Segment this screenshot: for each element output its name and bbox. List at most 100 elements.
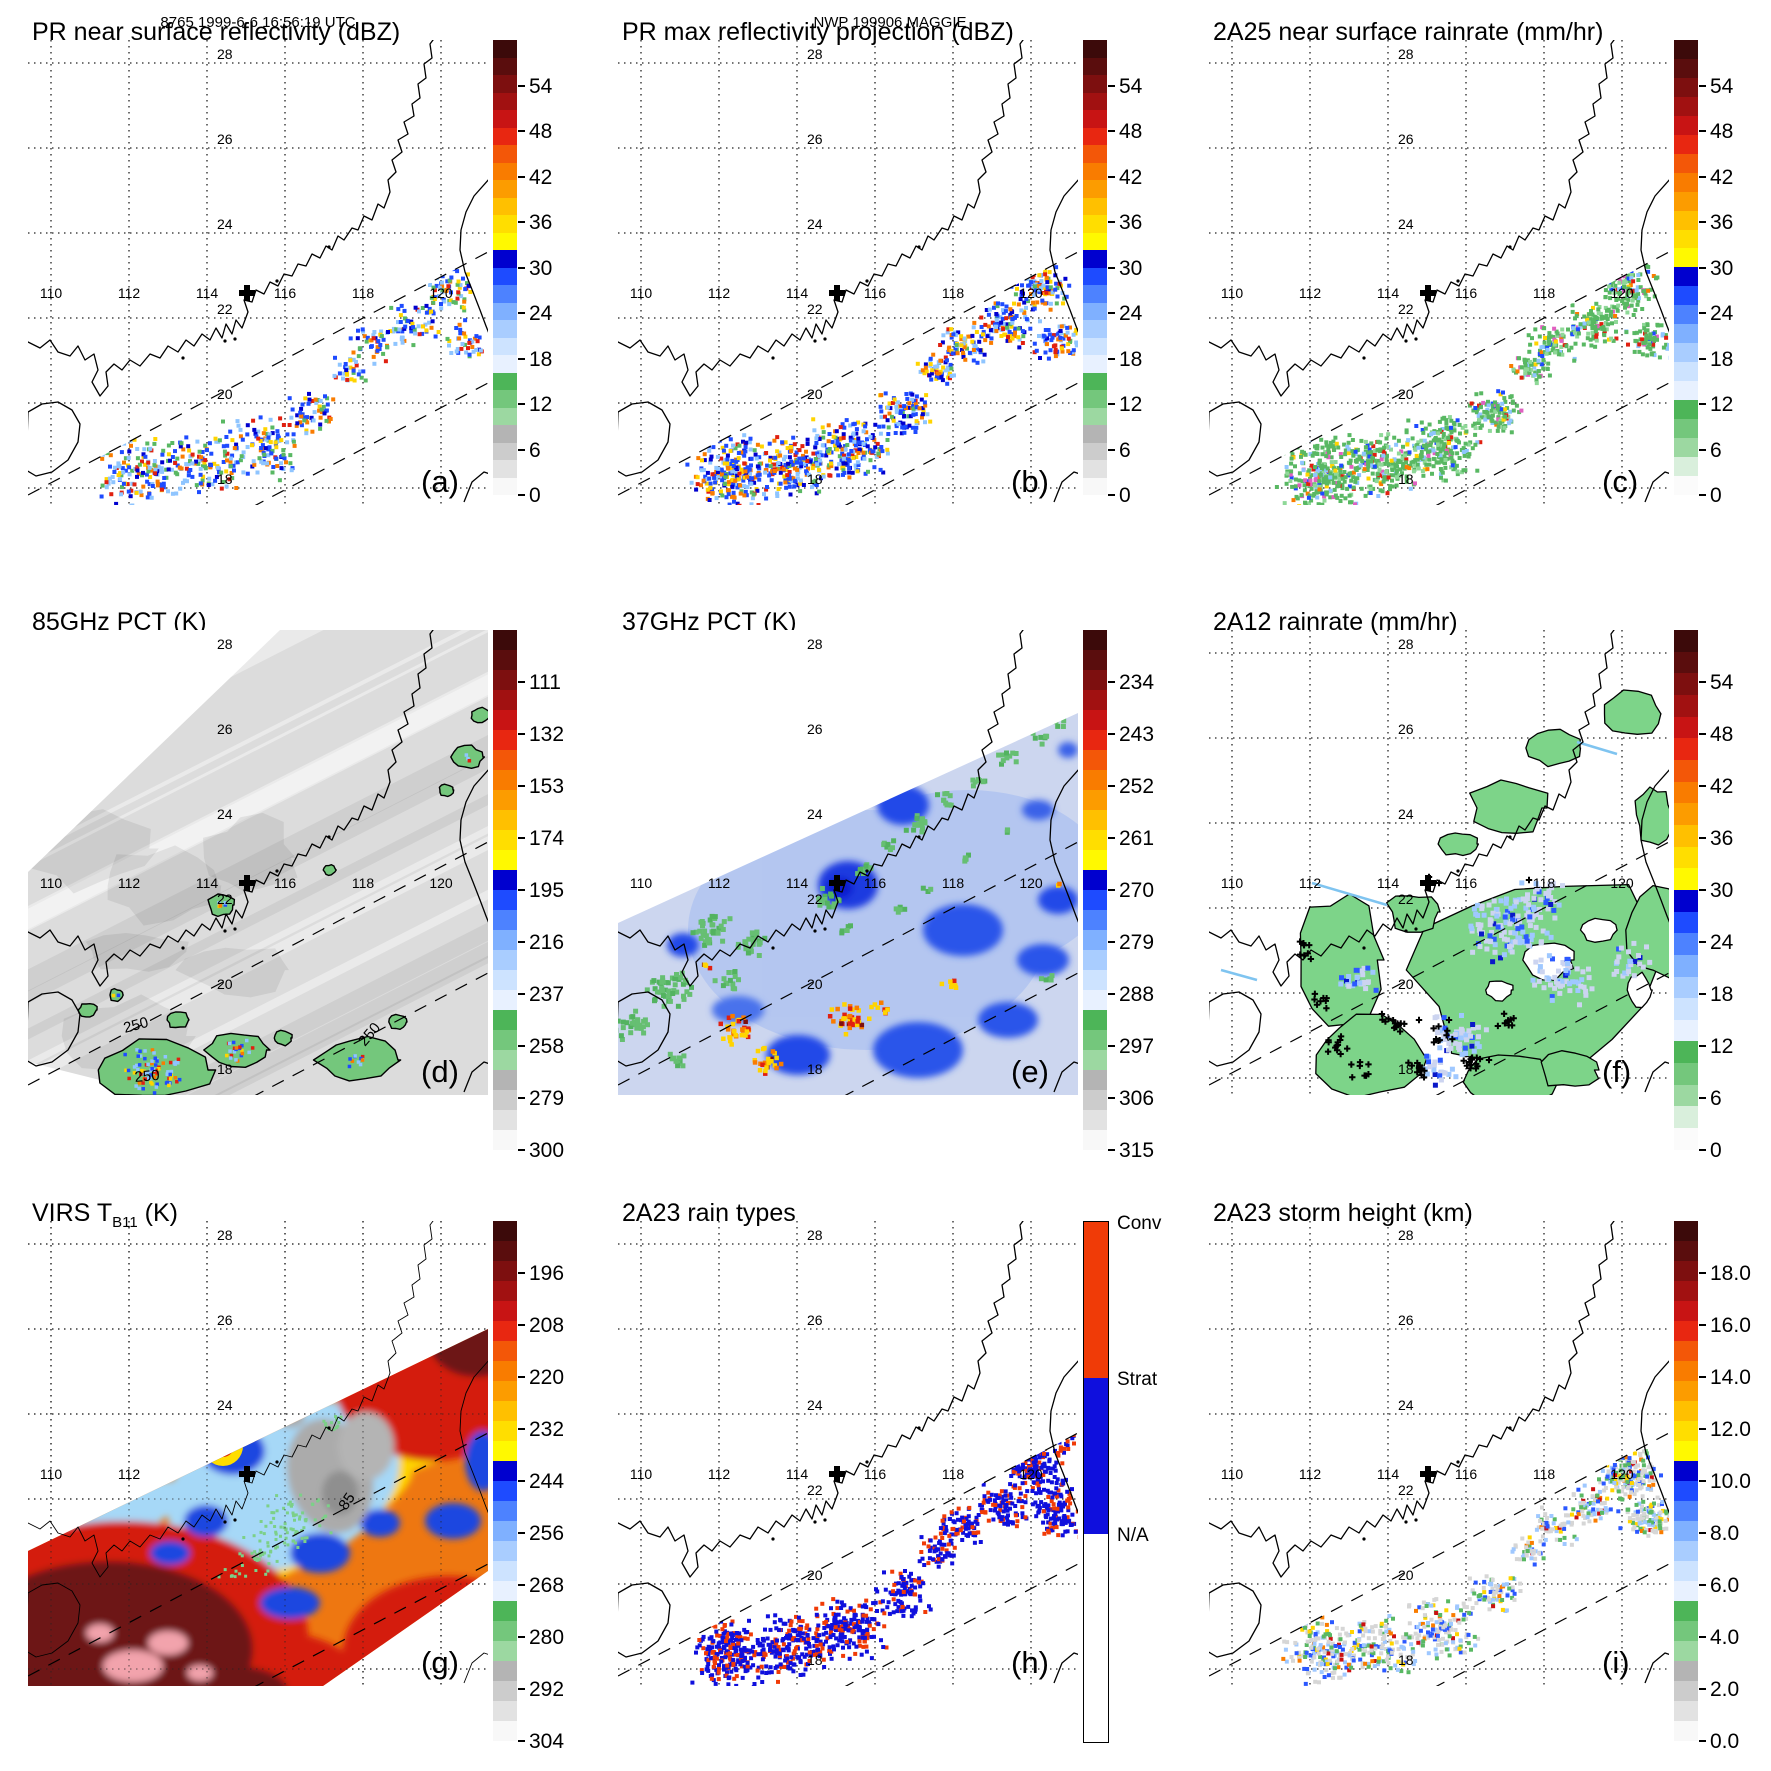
colorbar-tick: 6 [529,438,541,462]
data-cell [751,1663,756,1668]
data-cell [291,1511,295,1515]
data-cell [848,1021,853,1026]
data-cell [854,431,859,436]
data-cell [1552,974,1558,980]
data-cell [920,826,925,832]
data-cell [774,1065,779,1071]
data-cell [710,930,716,936]
data-cell [733,1666,738,1671]
data-cell [745,485,750,489]
data-cell [1626,216,1630,220]
data-cell [840,447,845,452]
data-cell [1514,403,1519,408]
data-cell [1353,967,1359,973]
data-cell [398,320,403,324]
data-cell [1032,284,1037,289]
data-cell [1386,475,1391,480]
data-cell [722,1629,727,1634]
data-cell [1407,466,1412,471]
data-cell [751,1644,756,1649]
data-cell [1585,317,1590,322]
data-cell [720,983,726,989]
data-cell [1309,498,1314,503]
data-cell [1470,1022,1476,1027]
data-cell [765,1056,771,1062]
data-cell [874,454,879,459]
data-cell [741,439,745,444]
data-cell [875,339,880,344]
data-cell [792,1649,797,1654]
data-cell [1547,341,1552,346]
data-cell [1500,284,1504,289]
data-cell [675,1003,681,1009]
data-cell [322,1419,326,1423]
data-cell [1450,348,1455,353]
data-cell [735,1633,740,1638]
data-cell [728,1038,733,1044]
data-cell [1032,292,1037,297]
data-cell [291,1527,295,1531]
data-cell [1527,914,1533,920]
data-cell [721,448,726,453]
data-cell [233,1575,237,1579]
data-cell [1284,481,1289,486]
data-cell [188,459,192,464]
data-cell [915,289,920,294]
data-cell [360,1054,365,1059]
data-cell [950,351,955,356]
data-cell [694,487,699,492]
data-cell [767,1670,772,1675]
data-cell [1514,923,1520,929]
data-cell [439,302,443,306]
rain-cells [1274,216,1669,505]
data-cell [290,407,295,412]
data-cell [1354,468,1359,472]
data-cell [726,1015,732,1020]
data-cell [1566,327,1570,332]
data-cell [1343,475,1348,480]
data-cell [1539,969,1545,975]
data-cell [1050,335,1055,340]
data-cell [1506,302,1511,307]
data-cell [835,447,840,452]
data-cell [1643,340,1648,345]
data-cell [1363,439,1368,444]
data-cell [127,449,132,454]
data-cell [383,359,388,364]
data-cell [829,461,833,466]
data-cell [718,1021,723,1027]
storm-center-cross [239,285,255,301]
data-cell [1346,983,1352,989]
data-cell [358,369,363,374]
data-cell [375,345,380,350]
data-cell [1533,924,1539,930]
data-cell [700,1671,705,1675]
data-cell [863,863,869,869]
data-cell [1651,342,1656,347]
data-cell [376,339,381,344]
data-cell [1370,456,1375,460]
data-cell [1621,301,1626,306]
data-cell [234,442,239,447]
data-cell [791,435,796,440]
data-cell [775,1638,779,1643]
data-cell [797,1629,802,1634]
data-cell [1382,461,1387,466]
data-cell [1614,320,1618,324]
colorbar-tick: 30 [529,256,553,280]
data-cell [811,463,816,468]
data-cell [861,441,866,446]
data-cell [1506,299,1511,304]
data-cell [1552,342,1557,347]
data-cell [834,429,839,434]
data-cell [358,1062,363,1067]
data-cell [394,327,399,332]
data-cell [352,378,357,383]
data-cell [816,1623,821,1628]
data-cell [1484,946,1490,952]
data-cell [914,285,919,290]
data-cell [474,182,478,186]
data-cell [1317,458,1322,463]
data-cell [1603,305,1608,310]
data-cell [778,1617,783,1622]
